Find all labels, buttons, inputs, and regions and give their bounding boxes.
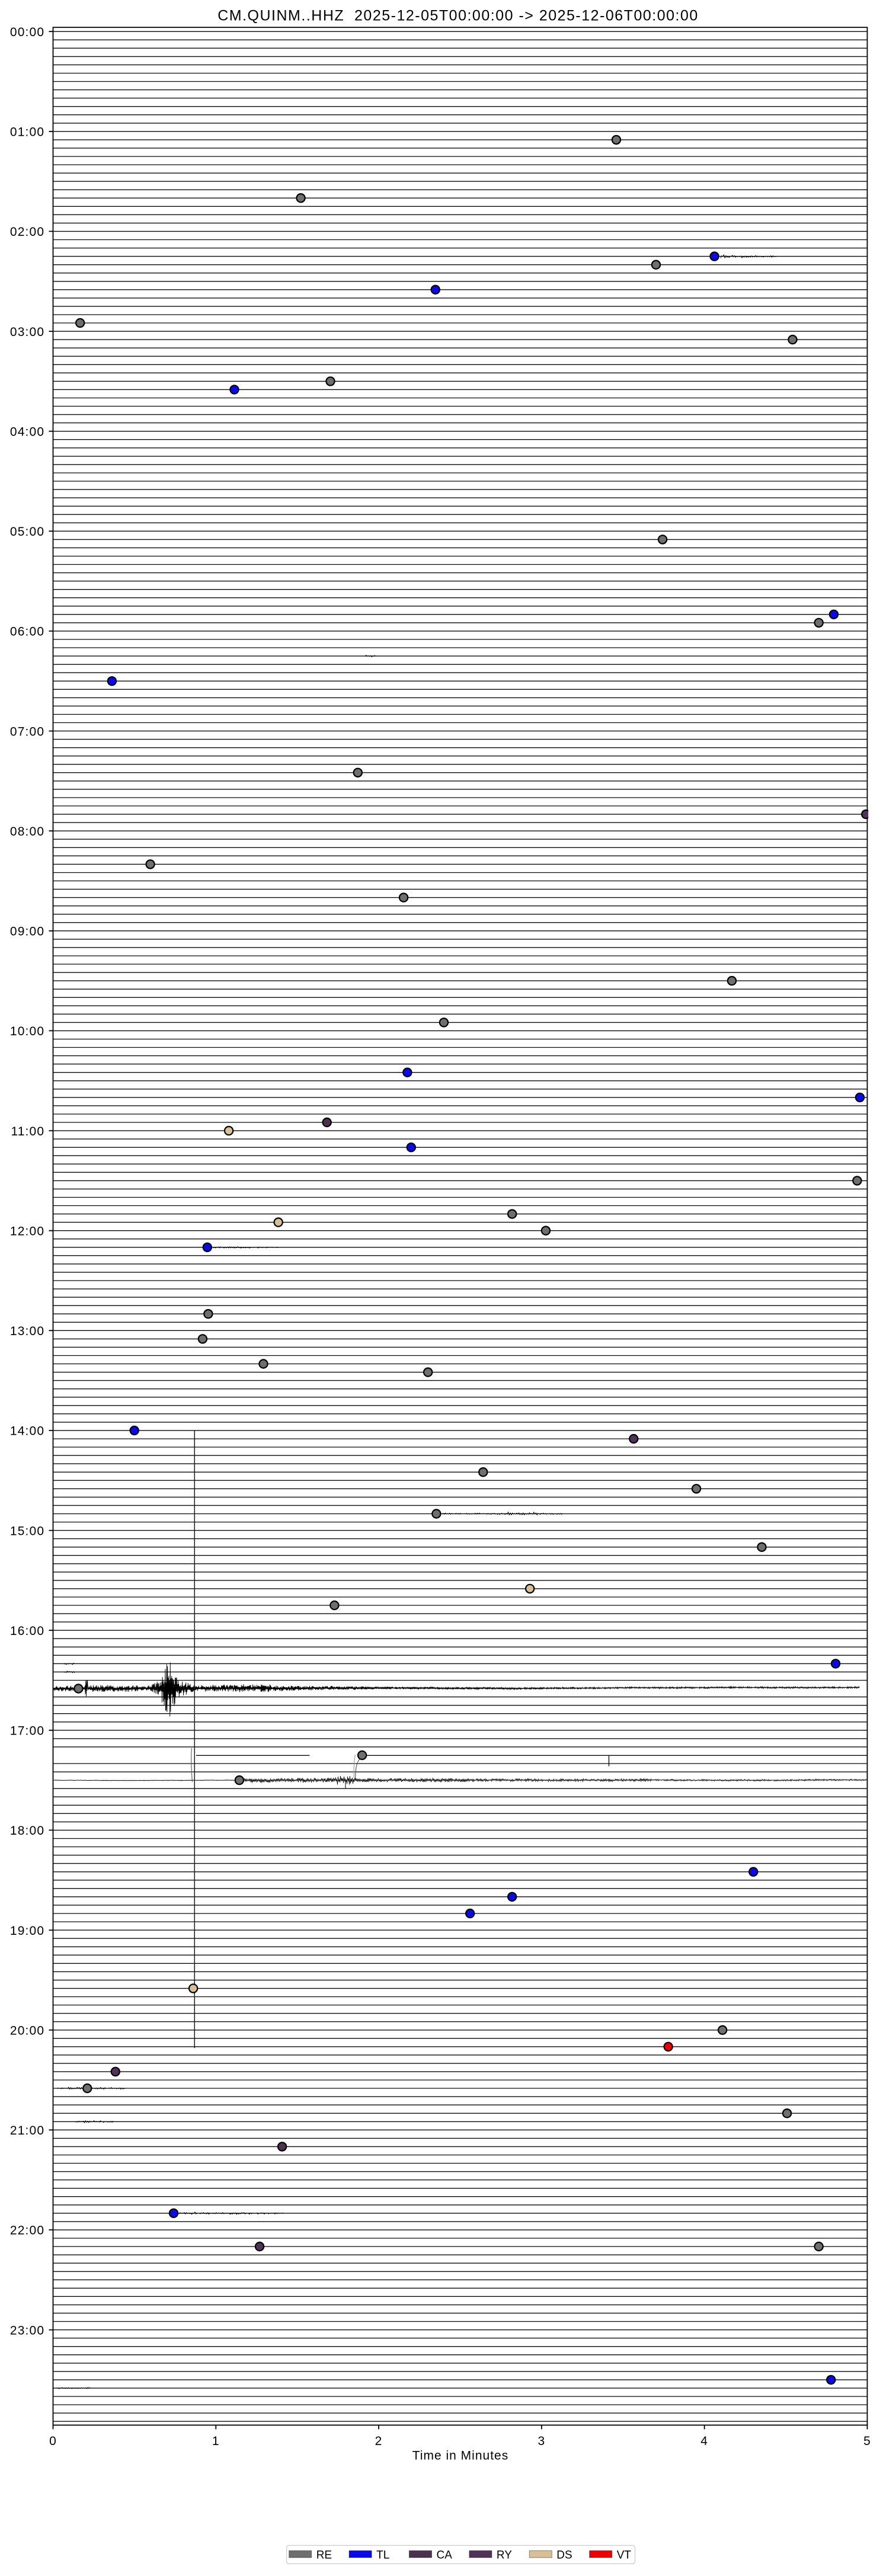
svg-text:18:00: 18:00 bbox=[10, 1824, 44, 1838]
svg-text:20:00: 20:00 bbox=[10, 2024, 44, 2037]
svg-text:DS: DS bbox=[556, 2549, 572, 2561]
svg-text:11:00: 11:00 bbox=[11, 1125, 44, 1138]
svg-text:0: 0 bbox=[49, 2434, 57, 2448]
svg-text:19:00: 19:00 bbox=[10, 1924, 44, 1938]
svg-text:1: 1 bbox=[212, 2434, 220, 2448]
svg-text:03:00: 03:00 bbox=[10, 325, 44, 339]
svg-text:13:00: 13:00 bbox=[10, 1324, 44, 1338]
svg-text:RE: RE bbox=[316, 2549, 332, 2561]
svg-text:02:00: 02:00 bbox=[10, 225, 44, 239]
svg-text:04:00: 04:00 bbox=[10, 425, 44, 439]
svg-text:06:00: 06:00 bbox=[10, 625, 44, 639]
svg-text:3: 3 bbox=[537, 2434, 545, 2448]
svg-text:21:00: 21:00 bbox=[10, 2124, 44, 2137]
svg-text:01:00: 01:00 bbox=[10, 126, 44, 139]
svg-text:RY: RY bbox=[497, 2549, 512, 2561]
svg-text:16:00: 16:00 bbox=[10, 1624, 44, 1638]
svg-text:Time in Minutes: Time in Minutes bbox=[412, 2449, 508, 2463]
svg-text:10:00: 10:00 bbox=[10, 1025, 44, 1038]
svg-text:CA: CA bbox=[437, 2549, 453, 2561]
svg-text:00:00: 00:00 bbox=[10, 25, 44, 39]
svg-text:15:00: 15:00 bbox=[10, 1524, 44, 1538]
svg-text:4: 4 bbox=[700, 2434, 708, 2448]
svg-text:CM.QUINM..HHZ 2025-12-05T00:0: CM.QUINM..HHZ 2025-12-05T00:00:00 -> 202… bbox=[217, 8, 699, 24]
svg-text:TL: TL bbox=[376, 2549, 389, 2561]
svg-text:5: 5 bbox=[863, 2434, 871, 2448]
svg-text:09:00: 09:00 bbox=[10, 925, 44, 939]
svg-text:22:00: 22:00 bbox=[10, 2224, 44, 2238]
svg-text:05:00: 05:00 bbox=[10, 525, 44, 539]
svg-text:07:00: 07:00 bbox=[10, 725, 44, 738]
svg-text:14:00: 14:00 bbox=[10, 1425, 44, 1438]
svg-text:2: 2 bbox=[375, 2434, 383, 2448]
svg-text:VT: VT bbox=[617, 2549, 632, 2561]
svg-text:17:00: 17:00 bbox=[10, 1724, 44, 1738]
svg-text:23:00: 23:00 bbox=[10, 2324, 44, 2337]
svg-text:08:00: 08:00 bbox=[10, 825, 44, 839]
svg-text:12:00: 12:00 bbox=[10, 1224, 44, 1238]
